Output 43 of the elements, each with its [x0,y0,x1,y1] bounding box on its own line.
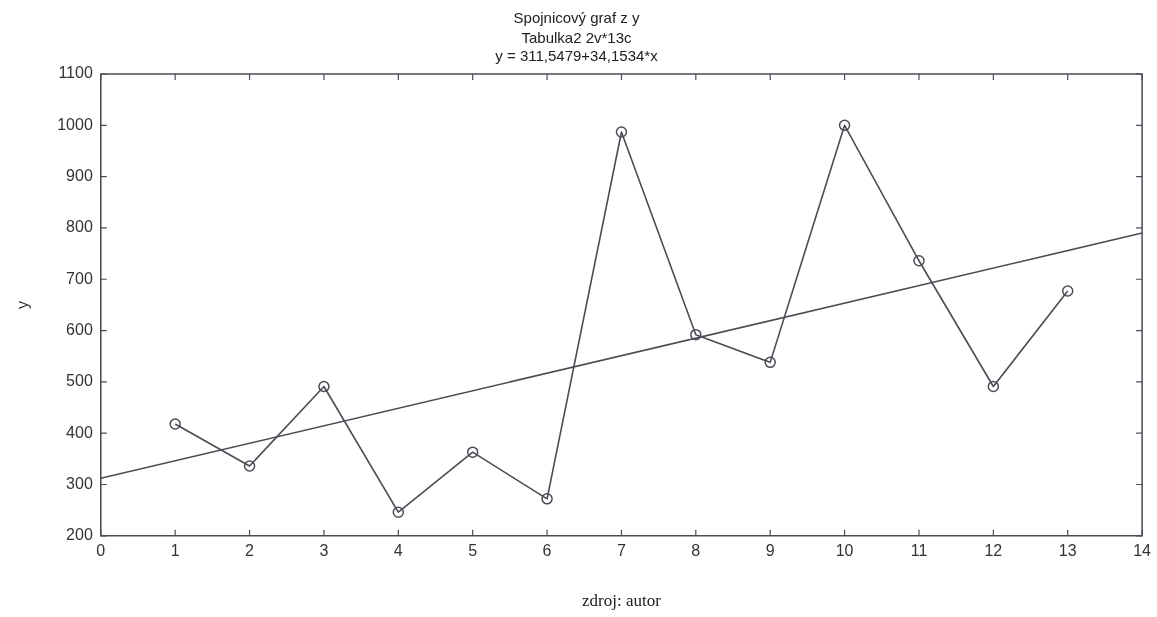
x-tick-label: 8 [691,541,701,559]
x-tick-label: 9 [765,541,775,559]
y-tick-label: 1000 [57,115,93,133]
point [690,328,702,341]
point [466,446,479,458]
x-tick-label: 3 [319,541,329,559]
x-tick-label: 13 [1058,541,1077,559]
point [1061,285,1074,297]
x-tick-label: 7 [616,541,626,559]
y-tick-label: 400 [66,423,93,441]
y-tick-label: 500 [66,372,93,390]
point [318,380,330,393]
y-tick-label: 1100 [58,64,93,82]
point [838,119,851,132]
x-tick-label: 0 [96,541,106,559]
point [913,255,925,267]
point [169,418,181,430]
text: zdroj: autor [582,591,662,611]
y-tick-label: 300 [66,474,93,492]
x-tick-label: 5 [468,541,478,559]
point [764,356,776,369]
y-tick-label: 800 [66,218,93,236]
x-tick-label: 12 [984,541,1003,559]
point [615,126,628,138]
x-tick-label: 10 [835,541,854,559]
y-tick-label: 200 [66,526,93,544]
y-tick-label: 900 [66,167,93,185]
x-tick-label: 1 [170,541,180,559]
chart-title: Spojnicový graf z y [513,9,640,27]
point [392,506,405,518]
x-tick-label: 2 [245,541,255,559]
point [243,460,256,472]
y-tick-label: 600 [66,320,93,338]
point [987,380,1000,393]
y-axis-title: y [14,300,32,309]
y-tick-label: 700 [66,269,93,287]
point [541,493,553,505]
x-tick-label: 14 [1133,541,1152,559]
text: y = 311,5479+34,1534*x [495,47,659,65]
x-tick-label: 11 [910,541,928,559]
x-tick-label: 6 [542,541,552,559]
x-tick-label: 4 [393,541,403,559]
chart-subtitle: Tabulka2 2v*13c [521,29,633,47]
